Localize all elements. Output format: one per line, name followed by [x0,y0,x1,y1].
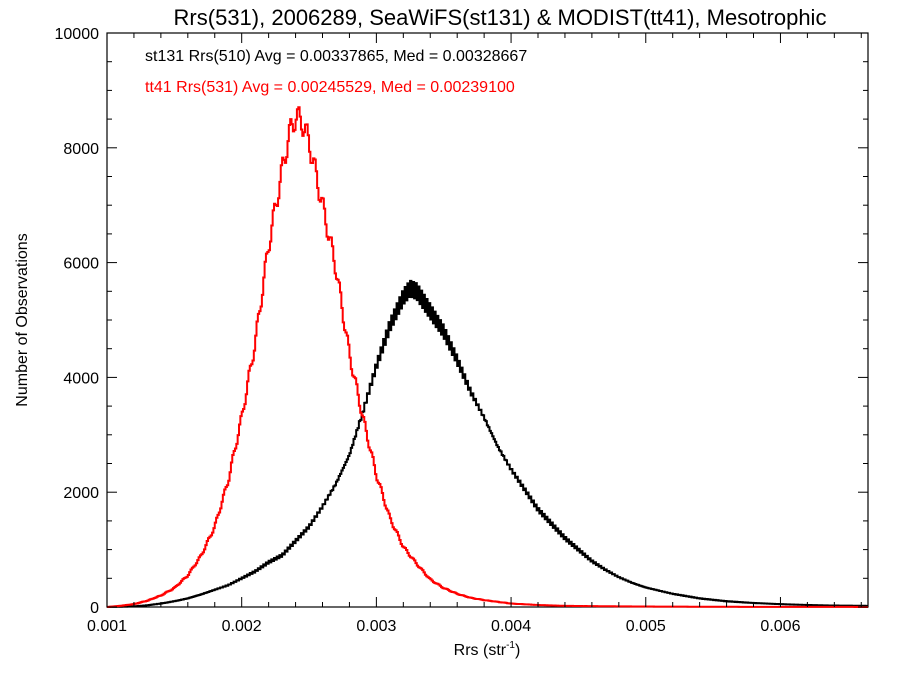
plot-area [106,32,869,608]
x-axis-ticks: 0.001 0.002 0.003 0.004 0.005 0.006 [87,33,862,635]
legend-entry-tt41: tt41 Rrs(531) Avg = 0.00245529, Med = 0.… [145,79,515,96]
chart-title: Rrs(531), 2006289, SeaWiFS(st131) & MODI… [174,5,827,30]
x-axis-label: Rrs (str-1) [454,640,521,659]
y-tick-label: 6000 [63,256,99,273]
y-tick-label: 8000 [63,141,99,158]
x-tick-label: 0.002 [222,618,262,635]
x-tick-label: 0.003 [356,618,396,635]
legend-entry-st131: st131 Rrs(510) Avg = 0.00337865, Med = 0… [145,48,527,65]
series-tt41-histogram [107,106,868,608]
y-tick-label: 4000 [63,370,99,387]
x-tick-label: 0.001 [87,618,127,635]
x-tick-label: 0.006 [760,618,800,635]
y-tick-label: 10000 [55,26,100,43]
plot-frame [106,32,869,608]
y-axis-ticks: 0 2000 4000 6000 8000 10000 [55,26,868,617]
y-tick-label: 2000 [63,485,99,502]
series-st131-histogram [107,279,868,608]
series-layer [107,106,868,608]
x-tick-label: 0.004 [491,618,531,635]
x-tick-label: 0.005 [626,618,666,635]
y-axis-label: Number of Observations [14,233,31,406]
y-tick-label: 0 [90,600,99,617]
